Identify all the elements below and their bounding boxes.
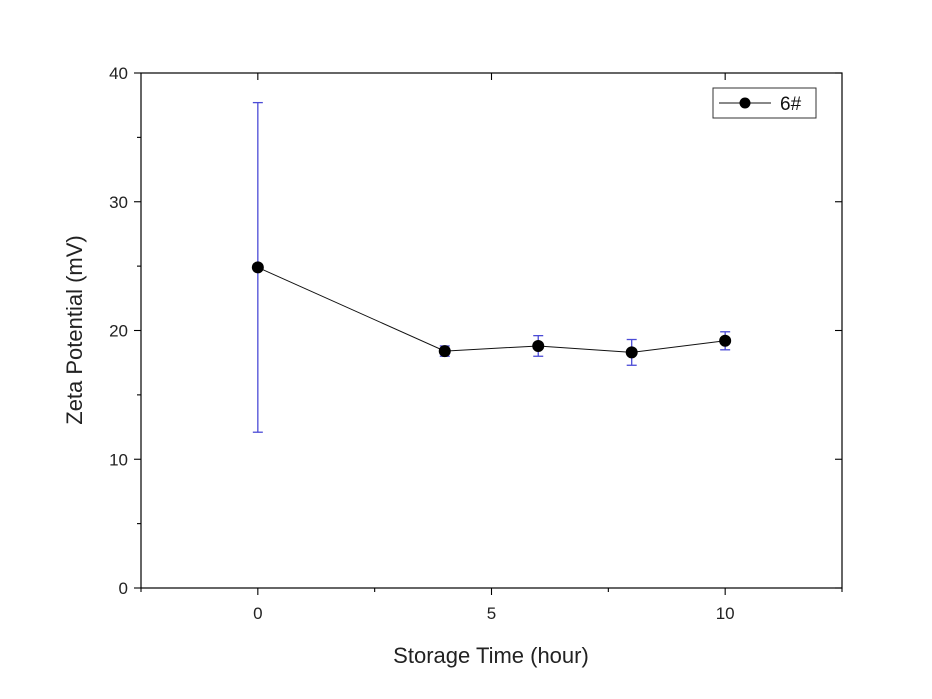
series-line (257, 266, 726, 353)
data-point (438, 345, 451, 358)
series-layer (251, 101, 732, 433)
y-tick-label: 40 (109, 64, 128, 83)
legend-entry-6: 6# (780, 94, 802, 115)
legend: 6# (712, 87, 817, 119)
x-axis-label: Storage Time (hour) (393, 643, 589, 668)
y-tick-label: 10 (109, 450, 128, 469)
x-axis: 0 5 10 (140, 73, 843, 623)
y-tick-label: 30 (109, 193, 128, 212)
y-axis: 0 10 20 30 40 (109, 64, 842, 598)
plot-area (140, 72, 843, 589)
data-point (625, 346, 638, 359)
data-point (532, 339, 545, 352)
data-point (719, 334, 732, 347)
y-tick-label: 20 (109, 322, 128, 341)
x-tick-label: 10 (716, 604, 735, 623)
y-axis-label: Zeta Potential (mV) (62, 235, 87, 425)
x-tick-label: 5 (487, 604, 496, 623)
legend-marker-sample (739, 97, 751, 109)
data-point (251, 261, 264, 274)
plot-frame (140, 72, 843, 589)
y-tick-label: 0 (119, 579, 128, 598)
x-tick-label: 0 (253, 604, 262, 623)
